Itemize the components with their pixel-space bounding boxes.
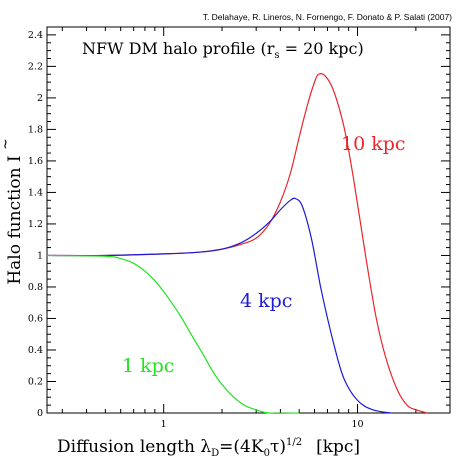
- chart-title-main: NFW DM halo profile (r: [82, 39, 275, 58]
- y-tick-label: 2.2: [28, 61, 43, 72]
- x-axis-label-sub-0: 0: [264, 448, 270, 459]
- axis-ticks: [47, 26, 451, 414]
- y-tick-label: 1.6: [28, 156, 43, 167]
- x-axis-label: Diffusion length λD=(4K0τ)1/2 [kpc]: [57, 437, 360, 459]
- y-tick-label: 2: [37, 93, 43, 104]
- chart-title-tail: = 20 kpc): [280, 39, 364, 58]
- y-axis-label: Halo function I: [5, 155, 25, 284]
- y-tick-label: 0.6: [28, 313, 43, 324]
- x-axis-label-eq: =(4K: [219, 437, 264, 457]
- chart-title-subscript: s: [274, 50, 279, 61]
- series-curves: [46, 73, 428, 414]
- series-label-10kpc: 10 kpc: [341, 133, 406, 155]
- series-line-10kpc: [46, 73, 428, 414]
- y-tick-labels: 0 0.2 0.4 0.6 0.8 1 1.2 1.4 1.6 1.8 2 2.2 2.4: [28, 30, 43, 419]
- credit-text: T. Delahaye, R. Lineros, N. Fornengo, F.…: [203, 12, 452, 22]
- x-axis-label-sup: 1/2: [286, 437, 302, 448]
- series-line-4kpc: [46, 197, 392, 414]
- x-tick-label: 1: [161, 419, 167, 430]
- y-axis-label-symbol: I: [5, 155, 25, 162]
- y-tick-label: 0.8: [28, 282, 43, 293]
- y-tick-label: 0.4: [28, 345, 43, 356]
- y-axis-tilde-icon: ~: [0, 138, 14, 150]
- y-tick-label: 1.2: [28, 219, 43, 230]
- x-axis-label-unit: [kpc]: [316, 437, 360, 457]
- y-tick-label: 1.4: [28, 187, 43, 198]
- x-tick-label: 10: [351, 419, 363, 430]
- x-axis-label-tail: ): [279, 437, 286, 457]
- series-label-4kpc: 4 kpc: [240, 290, 292, 312]
- x-axis-label-sub-d: D: [211, 448, 219, 459]
- x-tick-labels: 1 10: [161, 419, 364, 430]
- plot-frame: [46, 26, 451, 414]
- series-line-1kpc: [46, 254, 300, 414]
- chart-title: NFW DM halo profile (rs = 20 kpc): [82, 39, 364, 61]
- y-tick-label: 2.4: [28, 30, 43, 41]
- y-tick-label: 1.8: [28, 124, 43, 135]
- x-axis-label-main: Diffusion length λ: [57, 437, 211, 457]
- y-tick-label: 1: [37, 250, 43, 261]
- x-axis-label-tau: τ: [270, 437, 279, 457]
- y-tick-label: 0.2: [28, 376, 43, 387]
- series-label-1kpc: 1 kpc: [122, 355, 174, 377]
- y-axis-label-main: Halo function: [5, 162, 25, 285]
- y-tick-label: 0: [37, 408, 43, 419]
